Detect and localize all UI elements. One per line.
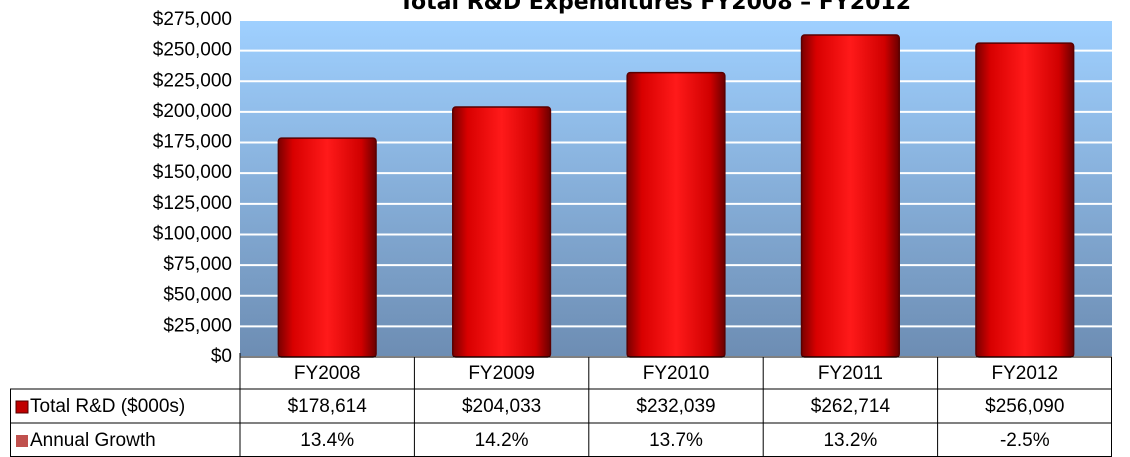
table-cell: 13.7% <box>649 430 703 451</box>
y-tick-label: $0 <box>211 346 232 367</box>
x-tick-label: FY2011 <box>818 363 883 384</box>
x-tick-label: FY2009 <box>468 363 535 384</box>
y-tick-label: $250,000 <box>153 40 232 61</box>
bar <box>452 106 552 358</box>
bar <box>800 34 900 358</box>
x-tick-label: FY2010 <box>643 363 710 384</box>
table-cell: $256,090 <box>985 396 1064 417</box>
bar <box>277 137 377 358</box>
x-tick-label: FY2008 <box>294 363 361 384</box>
table-cell: -2.5% <box>1000 430 1050 451</box>
table-cell: 13.4% <box>300 430 354 451</box>
y-tick-label: $125,000 <box>153 193 232 214</box>
y-tick-label: $150,000 <box>153 162 232 183</box>
y-tick-label: $200,000 <box>153 101 232 122</box>
y-tick-label: $100,000 <box>153 223 232 244</box>
y-tick-label: $225,000 <box>153 70 232 91</box>
y-tick-label: $50,000 <box>163 285 232 306</box>
legend-key <box>15 400 29 414</box>
y-tick-label: $25,000 <box>163 315 232 336</box>
table-cell: $178,614 <box>288 396 368 417</box>
y-tick-label: $275,000 <box>153 9 232 30</box>
legend-key <box>16 435 28 447</box>
table-cell: 13.2% <box>823 430 877 451</box>
legend-label: Annual Growth <box>30 430 156 451</box>
table-cell: $204,033 <box>462 396 541 417</box>
y-tick-label: $175,000 <box>153 132 232 153</box>
bar <box>626 71 726 358</box>
table-cell: $262,714 <box>811 396 891 417</box>
table-cell: $232,039 <box>636 396 715 417</box>
chart-title: Total R&D Expenditures FY2008 – FY2012 <box>399 0 911 15</box>
bar <box>975 42 1075 358</box>
legend-label: Total R&D ($000s) <box>30 396 185 417</box>
table-cell: 14.2% <box>475 430 529 451</box>
y-tick-label: $75,000 <box>163 254 232 275</box>
x-tick-label: FY2012 <box>992 363 1059 384</box>
